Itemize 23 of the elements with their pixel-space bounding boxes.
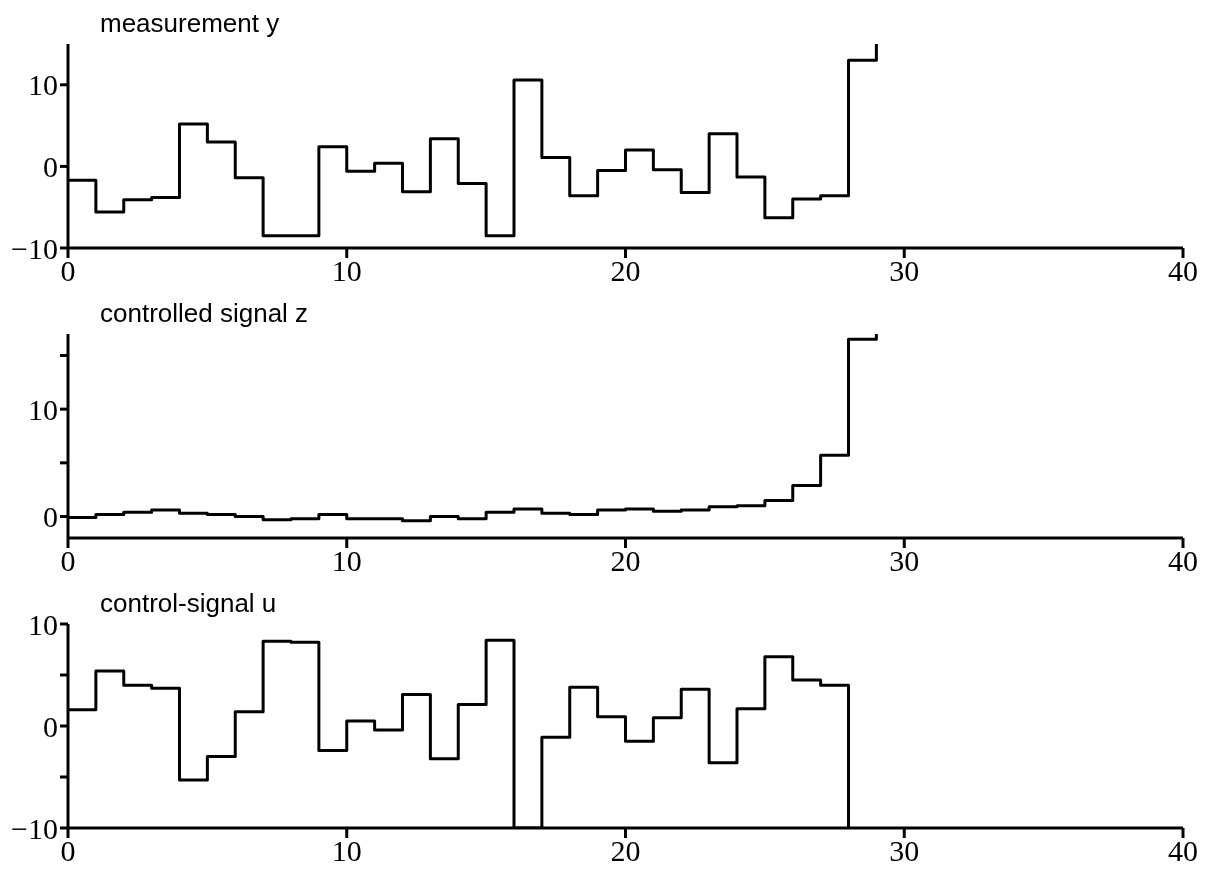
x-tick-label: 30 [889, 544, 920, 578]
chart-title: control-signal u [100, 588, 277, 619]
y-tick-label: 0 [43, 150, 58, 184]
x-tick-label: 20 [610, 254, 641, 288]
y-tick-label: 10 [28, 68, 58, 102]
y-tick-label: 0 [43, 500, 58, 534]
chart-title: measurement y [100, 8, 280, 39]
x-tick-label: 40 [1168, 834, 1198, 868]
x-tick-label: 30 [889, 254, 920, 288]
x-tick-label: 40 [1168, 544, 1198, 578]
chart-title: controlled signal z [100, 298, 309, 329]
x-tick-label: 20 [610, 544, 641, 578]
y-tick-label: 10 [28, 392, 58, 426]
x-tick-label: 20 [610, 834, 641, 868]
y-tick-label: −10 [11, 811, 58, 845]
x-tick-label: 30 [889, 834, 920, 868]
x-tick-label: 10 [331, 834, 362, 868]
x-tick-label: 10 [331, 544, 362, 578]
x-tick-label: 10 [331, 254, 362, 288]
y-tick-label: 10 [28, 607, 58, 641]
y-tick-label: −10 [11, 231, 58, 265]
y-tick-label: 0 [43, 709, 58, 743]
x-tick-label: 40 [1168, 254, 1198, 288]
